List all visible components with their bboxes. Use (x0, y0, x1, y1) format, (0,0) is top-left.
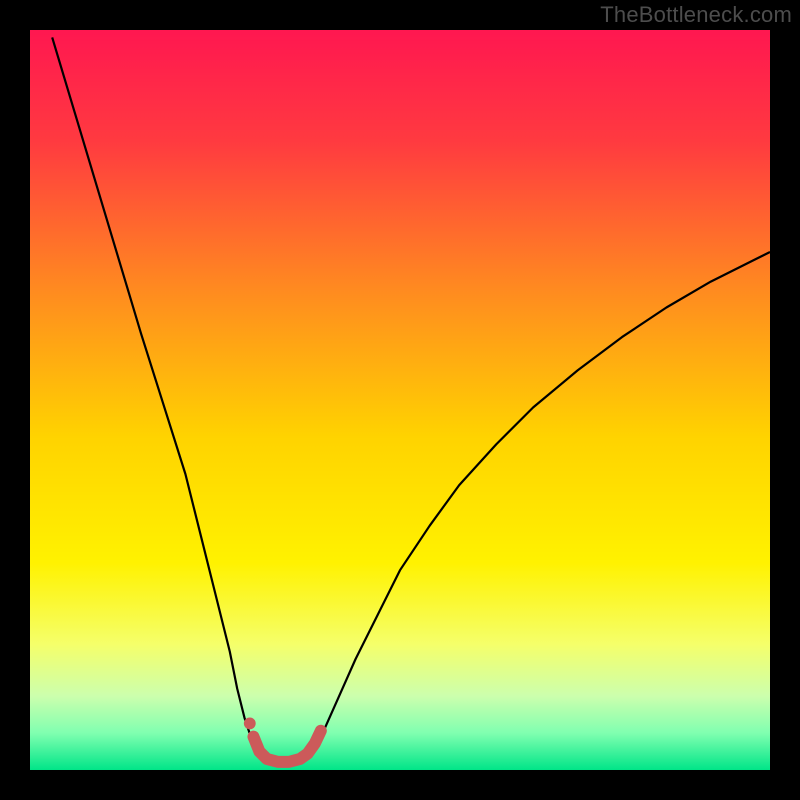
chart-stage: TheBottleneck.com (0, 0, 800, 800)
marker-dot (244, 717, 256, 729)
plot-area (30, 30, 770, 770)
bottleneck-chart (0, 0, 800, 800)
watermark-text: TheBottleneck.com (600, 2, 792, 28)
